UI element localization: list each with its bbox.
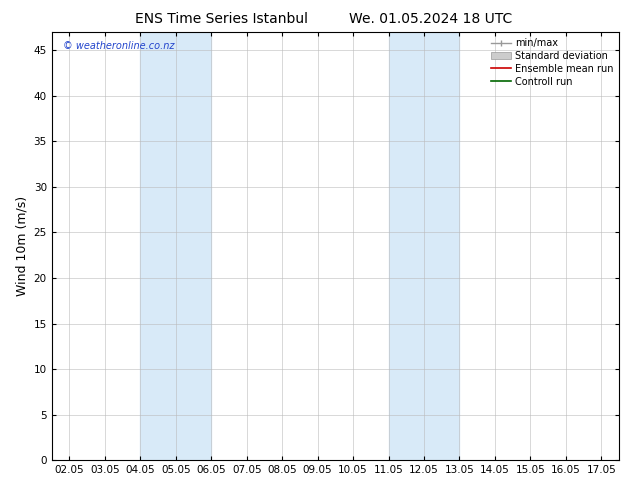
Y-axis label: Wind 10m (m/s): Wind 10m (m/s) [15,196,28,296]
Legend: min/max, Standard deviation, Ensemble mean run, Controll run: min/max, Standard deviation, Ensemble me… [488,34,617,91]
Text: © weatheronline.co.nz: © weatheronline.co.nz [63,41,174,50]
Bar [389,32,460,460]
Bar [140,32,211,460]
Text: We. 01.05.2024 18 UTC: We. 01.05.2024 18 UTC [349,12,513,26]
Text: ENS Time Series Istanbul: ENS Time Series Istanbul [136,12,308,26]
